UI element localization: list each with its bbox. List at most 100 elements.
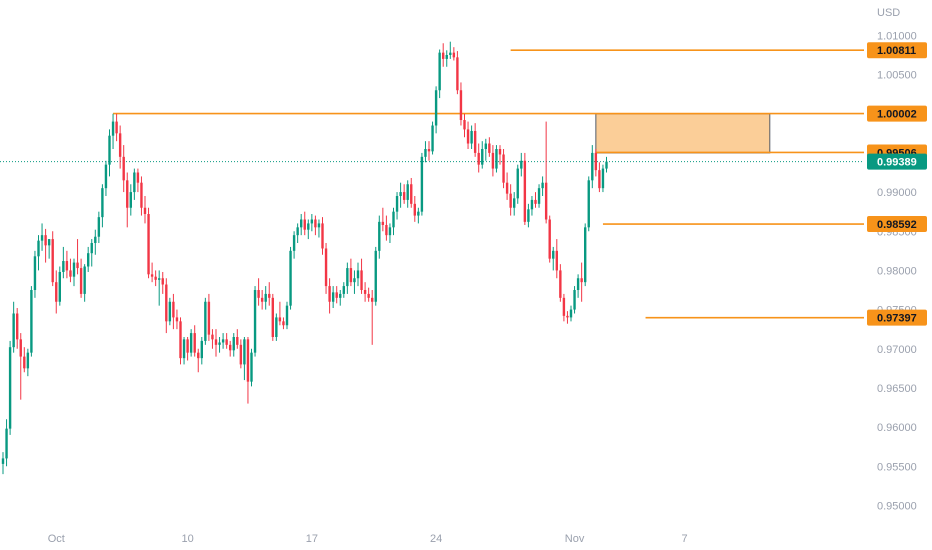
candle <box>399 182 402 208</box>
svg-text:0.99389: 0.99389 <box>877 157 917 169</box>
candle-body <box>573 290 576 310</box>
candle-body <box>569 309 573 318</box>
candle <box>427 141 431 161</box>
y-tick-label: 1.00500 <box>877 70 917 82</box>
candle <box>221 333 225 349</box>
candle-body <box>594 152 598 171</box>
candle-body <box>310 219 314 224</box>
candle <box>118 125 122 169</box>
candle <box>530 196 534 216</box>
candle-body <box>491 152 495 169</box>
candle <box>168 297 172 326</box>
candle <box>346 262 349 294</box>
candle-body <box>44 235 47 246</box>
candle-body <box>300 219 303 228</box>
candle-body <box>19 339 22 357</box>
candle <box>33 250 37 298</box>
candle <box>150 262 154 283</box>
candle-body <box>76 262 79 269</box>
candle-body <box>530 199 534 210</box>
candle <box>204 297 207 345</box>
candle <box>566 311 569 324</box>
candle-body <box>413 203 416 216</box>
candle-body <box>268 293 271 298</box>
candle-body <box>232 337 235 351</box>
candle-body <box>189 333 193 353</box>
candle-body <box>47 239 51 246</box>
candle-body <box>324 248 328 287</box>
candle <box>76 239 79 275</box>
candle <box>434 86 438 134</box>
candle <box>555 239 558 279</box>
candle-body <box>381 221 385 225</box>
candle <box>1 452 5 475</box>
candle <box>371 290 374 345</box>
x-tick-label: Nov <box>565 533 585 545</box>
candle <box>126 172 129 228</box>
candle <box>537 184 541 208</box>
candle-body <box>466 129 470 144</box>
candle-body <box>442 52 445 59</box>
candle <box>601 164 605 193</box>
candle <box>236 329 239 349</box>
candle <box>374 246 377 306</box>
candle-body <box>289 250 292 306</box>
candle <box>587 176 590 232</box>
y-tick-label: 0.97000 <box>877 344 917 356</box>
candle-body <box>360 270 363 290</box>
candle-body <box>108 135 111 165</box>
candle-body <box>33 256 37 290</box>
candle-body <box>356 270 360 279</box>
candle-body <box>154 276 157 280</box>
candle-body <box>236 337 239 345</box>
candle-body <box>424 149 427 157</box>
candle-body <box>175 317 179 322</box>
candle-body <box>353 278 356 283</box>
candle <box>463 113 466 138</box>
candle <box>321 217 324 255</box>
candle-body <box>122 156 125 181</box>
candle-body <box>395 196 399 212</box>
candle <box>246 337 250 404</box>
candle <box>101 184 104 228</box>
candle <box>65 250 69 279</box>
candle-body <box>150 274 154 277</box>
candle-body <box>275 317 278 337</box>
candle <box>229 340 232 357</box>
candle <box>147 207 150 279</box>
candle <box>356 262 360 287</box>
candle <box>569 305 573 322</box>
candle <box>285 301 289 330</box>
candle-body <box>243 339 246 365</box>
candle <box>385 215 388 241</box>
candle-body <box>399 192 402 196</box>
candle <box>488 137 491 157</box>
candle <box>72 258 76 287</box>
candle <box>331 286 335 309</box>
candle <box>189 329 193 357</box>
candle <box>335 286 338 304</box>
candle <box>58 266 61 306</box>
candle-body <box>534 199 537 204</box>
candle <box>289 246 292 310</box>
candle-body <box>23 356 26 369</box>
candle-body <box>509 193 512 208</box>
candle <box>591 145 594 189</box>
candle-body <box>204 301 207 341</box>
candles <box>1 41 608 475</box>
candle <box>324 243 328 294</box>
candle <box>79 258 83 298</box>
candle-body <box>566 315 569 318</box>
candle <box>410 177 413 208</box>
candle-body <box>218 342 221 345</box>
x-tick-label: Oct <box>48 533 65 545</box>
candle-body <box>505 182 509 194</box>
candle <box>23 347 26 373</box>
candle-body <box>179 321 182 359</box>
candle-body <box>520 160 523 169</box>
level-tag <box>867 105 927 122</box>
level-tag <box>867 216 927 233</box>
candle <box>30 286 33 357</box>
candle-body <box>101 188 104 218</box>
candle-body <box>37 240 40 257</box>
